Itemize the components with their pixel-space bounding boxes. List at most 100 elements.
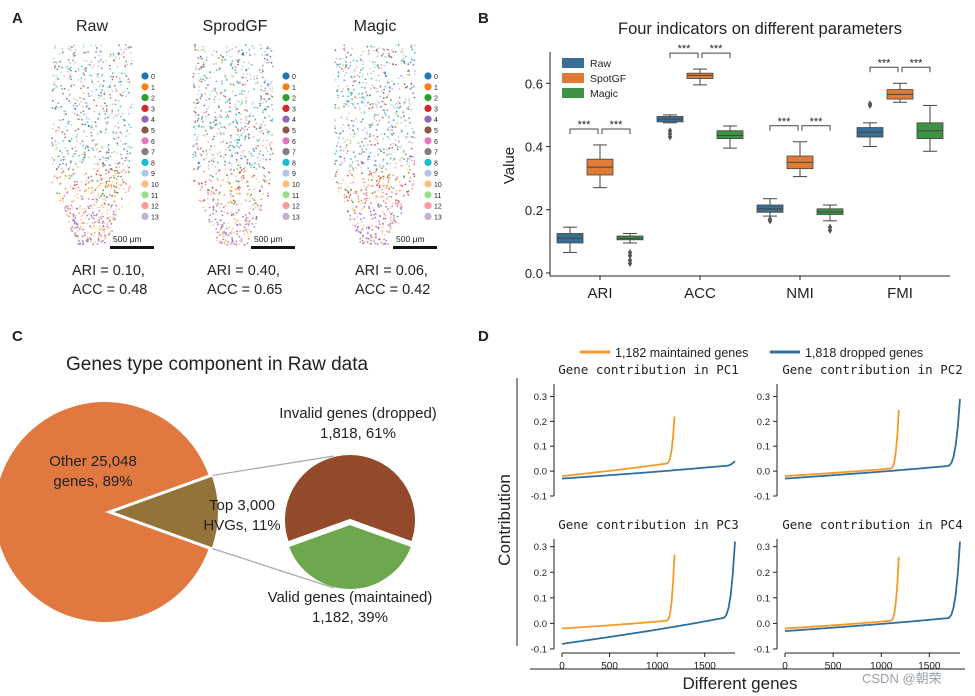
spot (95, 104, 98, 107)
spot (392, 187, 395, 190)
spot (392, 202, 394, 205)
cluster-legend-marker (141, 126, 149, 134)
spot (84, 67, 87, 70)
spot (73, 84, 75, 86)
spot (397, 146, 399, 148)
spot (114, 185, 116, 188)
spot (252, 148, 255, 151)
spot (265, 100, 267, 103)
spot (59, 182, 62, 185)
spot (371, 46, 374, 49)
spot (340, 90, 343, 93)
spot (247, 90, 250, 93)
spot (257, 163, 260, 166)
spot (409, 61, 412, 64)
spot (263, 81, 266, 84)
spot (198, 162, 201, 164)
spot (67, 168, 70, 171)
y-tick-label: 0.4 (525, 140, 543, 155)
spot (197, 49, 199, 52)
spot (94, 241, 96, 244)
connector-line (212, 547, 335, 589)
spot (81, 221, 84, 224)
spot (237, 133, 240, 136)
spot (88, 213, 90, 216)
spot (216, 204, 219, 207)
pie-slice-invalid (283, 453, 417, 544)
spot (392, 142, 395, 145)
spot (258, 165, 261, 168)
spot (250, 230, 252, 233)
spot (339, 63, 341, 66)
spot (95, 173, 98, 176)
spot (253, 150, 256, 152)
spot (129, 46, 132, 48)
spot (349, 139, 352, 142)
spot (115, 186, 118, 189)
spot (118, 171, 121, 174)
spot (381, 160, 384, 163)
spot (125, 80, 128, 83)
spot (381, 232, 384, 235)
spot (383, 64, 386, 67)
spot (347, 192, 350, 194)
spot (96, 220, 99, 223)
spot (63, 133, 66, 135)
spot (80, 97, 82, 99)
spot (195, 139, 198, 142)
pie-charts (0, 402, 417, 622)
cluster-legend-label: 13 (434, 214, 442, 221)
spot (221, 214, 224, 217)
spot (80, 87, 82, 90)
spot (104, 157, 106, 159)
spot (73, 184, 76, 187)
spot (253, 166, 256, 169)
contribution-line (784, 556, 900, 630)
spot (108, 203, 110, 206)
cluster-legend-marker (424, 115, 432, 123)
subplot-y-tick-label: 0.2 (534, 568, 547, 579)
spot (350, 98, 353, 101)
spot (212, 198, 215, 201)
spot (412, 131, 415, 133)
spot (372, 135, 375, 137)
spot (104, 102, 106, 105)
spot (352, 169, 355, 172)
spot (200, 95, 203, 98)
spot (227, 201, 230, 204)
spot (240, 118, 243, 121)
spot (369, 126, 372, 129)
spot (82, 144, 85, 147)
spot (386, 128, 389, 131)
spot (406, 132, 409, 135)
spot (83, 59, 86, 62)
spot (400, 130, 403, 133)
spot (360, 220, 363, 223)
spot (98, 238, 101, 241)
spot (381, 230, 384, 233)
spot (234, 66, 237, 69)
spot (349, 194, 352, 197)
spot (334, 127, 336, 130)
spot (54, 143, 57, 146)
spot (105, 110, 108, 112)
spot (82, 110, 85, 112)
spot (85, 179, 88, 182)
spot (343, 193, 346, 196)
spot (344, 140, 347, 143)
spot (222, 94, 225, 97)
spot (395, 106, 398, 109)
spot (54, 87, 56, 89)
box-raw-ari (556, 226, 584, 253)
spot (63, 113, 66, 116)
spot (68, 220, 71, 223)
spot (215, 123, 218, 126)
spot (393, 219, 396, 222)
spot (261, 209, 263, 211)
spot (345, 196, 348, 198)
spot (238, 235, 241, 238)
spot (240, 113, 242, 115)
spot (102, 107, 104, 110)
spot (196, 98, 198, 101)
spot (114, 213, 117, 216)
